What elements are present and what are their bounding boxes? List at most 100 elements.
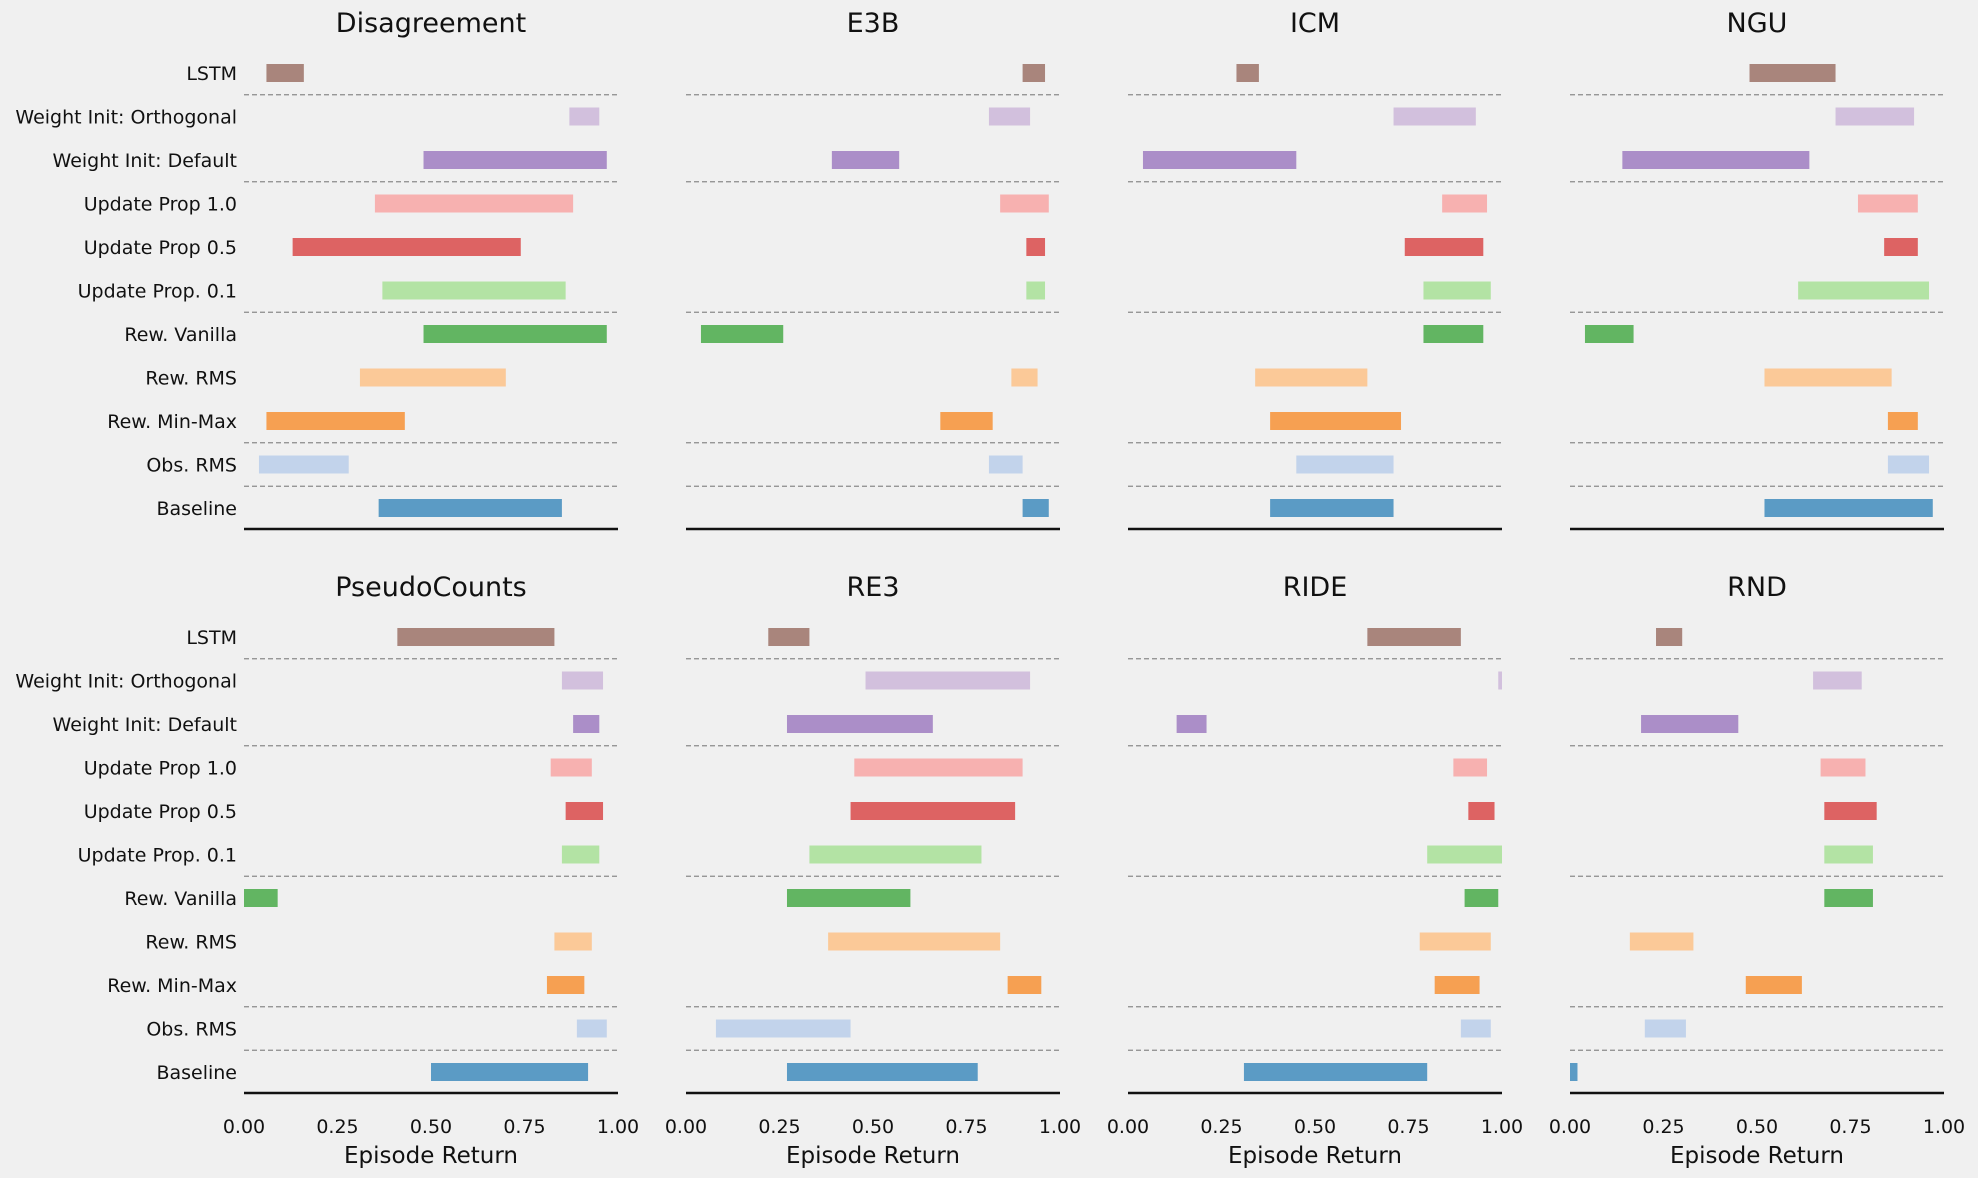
row-label: Weight Init: Default [53,150,237,172]
range-bar [1026,281,1046,300]
row-label: Update Prop. 0.1 [78,281,237,303]
x-axis-label: Episode Return [344,1143,518,1169]
range-bar [1442,194,1488,213]
range-bar [1622,151,1810,169]
range-bar [715,1019,851,1038]
row-label: Rew. RMS [145,368,237,390]
range-bar [546,976,585,994]
range-bar [1243,1063,1428,1081]
range-bar [786,715,933,733]
range-bar [1434,976,1480,994]
x-axis-label: Episode Return [786,1143,960,1169]
row-label: Update Prop 0.5 [84,801,237,823]
range-bar [1749,64,1836,82]
range-bar [1427,845,1502,864]
range-bar [1296,455,1394,474]
range-bar [423,151,607,169]
range-bar [1824,802,1877,820]
range-bar [809,845,982,864]
range-bar [1423,325,1484,343]
range-bar [1236,64,1259,82]
range-bar [850,802,1016,820]
range-bar [1656,628,1683,646]
range-bar [1270,412,1402,430]
range-bar [854,758,1023,777]
row-label: Rew. Vanilla [124,324,237,346]
range-bar [374,194,574,213]
row-label: Update Prop 1.0 [84,758,237,780]
range-bar [700,325,784,343]
range-bar [1813,671,1862,690]
range-bar [1857,194,1918,213]
range-bar [1824,889,1873,907]
range-bar [1570,1063,1578,1081]
x-tick-label: 0.25 [758,1116,800,1138]
x-axis-label: Episode Return [1670,1143,1844,1169]
row-label: Update Prop 1.0 [84,194,237,216]
range-bar [266,412,405,430]
range-bar [1464,889,1499,907]
row-label: Weight Init: Orthogonal [15,671,237,693]
range-bar [1022,499,1049,517]
x-tick-label: 0.75 [1387,1116,1429,1138]
row-label: Rew. Min-Max [107,411,237,433]
x-axis-label: Episode Return [1228,1143,1402,1169]
row-label: Weight Init: Orthogonal [15,107,237,129]
x-tick-label: 0.00 [223,1116,265,1138]
range-bar [1367,628,1461,646]
range-bar [1629,932,1694,951]
range-bar [423,325,607,343]
range-bar [1022,64,1046,82]
range-bar [550,758,592,777]
range-bar [768,628,810,646]
panel-title: RIDE [1283,572,1348,603]
range-bar [1404,238,1484,256]
x-tick-label: 0.25 [1642,1116,1684,1138]
range-bar [1887,455,1930,474]
row-label: Update Prop 0.5 [84,237,237,259]
range-bar [1641,715,1739,733]
row-label: Baseline [156,1062,237,1084]
row-label: Rew. Vanilla [124,888,237,910]
range-bar [828,932,1001,951]
x-tick-label: 0.50 [852,1116,894,1138]
range-bar [786,1063,978,1081]
panel-title: ICM [1290,8,1340,39]
range-bar [1468,802,1495,820]
range-bar [1745,976,1802,994]
panel-title: RE3 [847,572,900,603]
x-tick-label: 0.25 [316,1116,358,1138]
panel-title: E3B [847,8,900,39]
x-tick-label: 0.50 [1736,1116,1778,1138]
row-label: Obs. RMS [146,455,237,477]
range-bar [573,715,600,733]
range-bar [940,412,993,430]
range-bar [1798,281,1930,300]
range-bar [569,107,600,126]
range-bar [266,64,304,82]
range-bar [1270,499,1394,517]
x-tick-label: 0.75 [503,1116,545,1138]
panel-title: RND [1727,572,1787,603]
x-tick-label: 1.00 [1481,1116,1523,1138]
range-bar [831,151,900,169]
range-bar [1026,238,1046,256]
panel-title: Disagreement [336,8,526,39]
range-bar [865,671,1031,690]
range-bar [1255,368,1368,387]
range-bar [1419,932,1491,951]
row-label: LSTM [186,627,237,649]
x-tick-label: 0.25 [1200,1116,1242,1138]
x-tick-label: 0.50 [1294,1116,1336,1138]
row-label: Rew. RMS [145,932,237,954]
range-bar [576,1019,607,1038]
range-bar [1453,758,1488,777]
range-bar [554,932,592,951]
range-bar [1460,1019,1491,1038]
x-tick-label: 0.75 [945,1116,987,1138]
range-bar [359,368,506,387]
x-tick-label: 0.75 [1829,1116,1871,1138]
range-bar [1176,715,1207,733]
range-bar [382,281,566,300]
